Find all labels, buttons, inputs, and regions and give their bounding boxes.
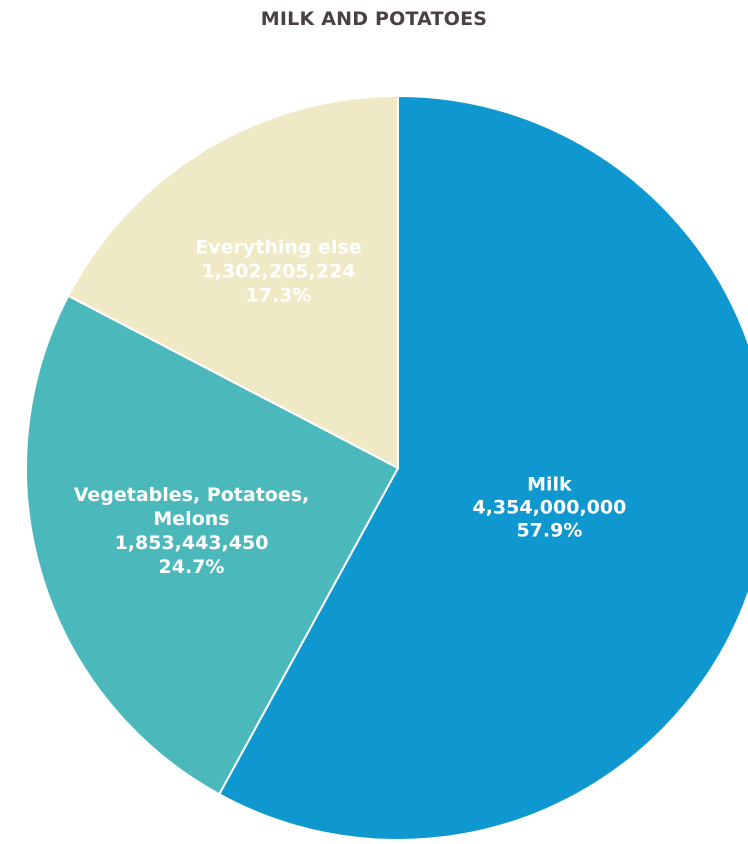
- slice-value-label: 1,853,443,450: [115, 532, 269, 554]
- slice-percent-label: 17.3%: [246, 284, 312, 306]
- chart-title: MILK AND POTATOES: [260, 8, 488, 30]
- slice-value-label: 1,302,205,224: [202, 260, 356, 282]
- slice-percent-label: 57.9%: [516, 519, 582, 541]
- slice-label-everything-else: Everything else 1,302,205,224 17.3%: [195, 236, 361, 306]
- slice-label-milk: Milk 4,354,000,000 57.9%: [472, 473, 626, 541]
- slice-label-vegetables-potatoes-melons: Vegetables, Potatoes, Melons 1,853,443,450…: [74, 484, 310, 578]
- slice-name-label: Melons: [153, 508, 229, 530]
- pie-slice-everything-else: [66, 94, 399, 470]
- slice-value-label: 4,354,000,000: [472, 496, 626, 518]
- slice-percent-label: 24.7%: [159, 556, 225, 578]
- pie-slices: [25, 94, 748, 841]
- slice-name-label: Vegetables, Potatoes,: [74, 484, 310, 506]
- slice-name-label: Milk: [527, 473, 572, 495]
- slice-name-label: Everything else: [195, 236, 361, 258]
- pie-labels: Milk 4,354,000,000 57.9% Vegetables, Potato…: [74, 236, 627, 578]
- pie-slice-milk: [217, 94, 748, 841]
